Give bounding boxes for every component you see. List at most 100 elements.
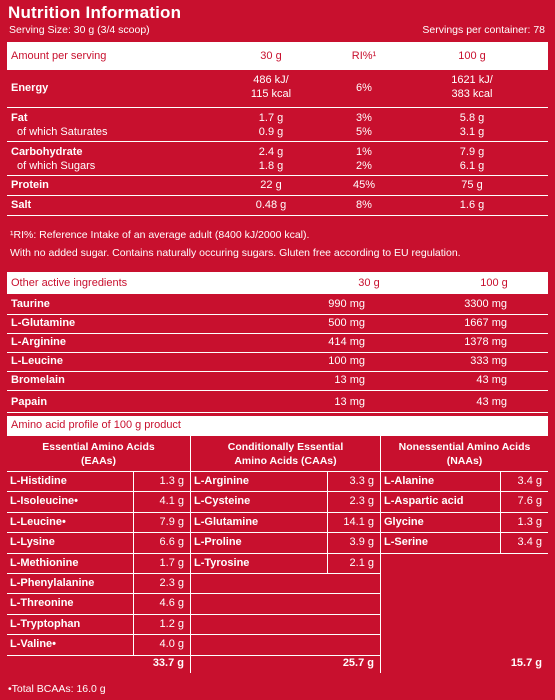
amino-name: L-Threonine <box>10 597 74 610</box>
nutrient-name: Carbohydrate <box>11 146 83 158</box>
table-row: Protein 22 g 45% 75 g <box>7 176 548 196</box>
bcaa-total: •Total BCAAs: 16.0 g <box>8 683 106 695</box>
divider <box>327 533 328 553</box>
value-30g: 1.7 g <box>258 112 284 124</box>
nonessential-subtitle: (NAAs) <box>446 455 483 467</box>
divider <box>7 175 548 176</box>
value-100g: 1621 kJ/ <box>451 74 493 86</box>
divider <box>133 512 134 533</box>
amino-value: 2.3 g <box>159 576 184 589</box>
amino-row: L-Methionine 1.7 g <box>7 553 190 574</box>
column-header: Amount per serving <box>11 50 107 62</box>
value-100g: 1378 mg <box>464 336 507 348</box>
amino-name: L-Aspartic acid <box>384 495 464 508</box>
value-30g: 0.9 g <box>258 126 284 138</box>
conditional-column: Conditionally Essential Amino Acids (CAA… <box>191 436 381 673</box>
amino-value: 1.7 g <box>159 556 184 569</box>
value-30g: 0.48 g <box>255 199 287 211</box>
amino-row: L-Tyrosine 2.1 g <box>191 553 380 574</box>
column-header: RI%¹ <box>351 50 377 62</box>
table-row: L-Arginine 414 mg 1378 mg <box>7 334 548 353</box>
divider <box>7 107 548 108</box>
amino-row: L-Glutamine 14.1 g <box>191 512 380 534</box>
value-100g: 5.8 g <box>459 112 485 124</box>
nutrient-name: Energy <box>11 82 49 94</box>
amino-name: L-Isoleucine• <box>10 495 79 508</box>
active-header-row: Other active ingredients 30 g 100 g <box>7 272 548 294</box>
divider <box>327 492 328 512</box>
amino-value: 4.6 g <box>159 597 184 610</box>
ingredient-name: Bromelain <box>11 374 65 386</box>
amino-name: L-Alanine <box>384 475 435 487</box>
divider <box>327 512 328 533</box>
value-ri: 2% <box>356 160 372 172</box>
amino-row: L-Histidine 1.3 g <box>7 472 190 493</box>
nutrient-subname: of which Sugars <box>17 160 96 172</box>
ingredient-name: L-Leucine <box>11 355 63 367</box>
empty-row <box>191 615 380 636</box>
value-ri: 8% <box>356 199 372 211</box>
value-100g: 43 mg <box>476 396 507 408</box>
amino-row: L-Threonine 4.6 g <box>7 594 190 615</box>
amino-row: L-Proline 3.9 g <box>191 533 380 554</box>
table-row: Bromelain 13 mg 43 mg <box>7 372 548 391</box>
total-value: 33.7 g <box>152 657 184 669</box>
column-header: 100 g <box>480 277 508 289</box>
divider <box>133 614 134 635</box>
divider <box>7 141 548 142</box>
amino-value: 1.2 g <box>159 617 184 630</box>
divider <box>133 533 134 553</box>
ingredient-name: L-Arginine <box>11 336 66 348</box>
essential-title: Essential Amino Acids <box>42 441 155 453</box>
amino-name: L-Histidine <box>10 475 67 487</box>
divider <box>133 492 134 512</box>
ingredient-name: Papain <box>11 396 48 408</box>
amino-row: L-Aspartic acid 7.6 g <box>381 492 548 513</box>
empty-row <box>191 574 380 595</box>
value-100g: 383 kcal <box>451 88 493 100</box>
amino-profile-heading: Amino acid profile of 100 g product <box>7 416 548 436</box>
amino-name: L-Arginine <box>194 475 249 487</box>
value-ri: 5% <box>356 126 372 138</box>
amino-name: L-Valine• <box>10 638 57 651</box>
ri-footnote: ¹RI%: Reference Intake of an average adu… <box>10 229 310 241</box>
value-ri: 1% <box>356 146 372 158</box>
amino-name: Glycine <box>384 515 424 528</box>
value-30g: 100 mg <box>328 355 365 367</box>
value-100g: 3.1 g <box>459 126 485 138</box>
ingredient-name: Taurine <box>11 298 50 310</box>
amino-row: L-Tryptophan 1.2 g <box>7 614 190 636</box>
divider <box>500 533 501 553</box>
divider <box>500 492 501 512</box>
divider <box>133 472 134 492</box>
amino-value: 1.3 g <box>517 515 542 528</box>
column-header: 30 g <box>358 277 380 289</box>
amino-profile-grid: Essential Amino Acids (EAAs) L-Histidine… <box>7 436 548 673</box>
value-30g: 486 kJ/ <box>253 74 289 86</box>
table-row: L-Leucine 100 mg 333 mg <box>7 353 548 372</box>
serving-size: Serving Size: 30 g (3/4 scoop) <box>9 24 150 36</box>
value-100g: 43 mg <box>476 374 507 386</box>
essential-column: Essential Amino Acids (EAAs) L-Histidine… <box>7 436 191 673</box>
amino-name: L-Tryptophan <box>10 617 81 630</box>
amino-value: 3.9 g <box>349 536 374 549</box>
divider <box>7 215 548 216</box>
conditional-title: Conditionally Essential <box>227 441 344 453</box>
amino-name: L-Serine <box>384 536 429 549</box>
conditional-subtitle: Amino Acids (CAAs) <box>234 455 337 467</box>
amino-name: L-Tyrosine <box>194 556 250 569</box>
amino-row: L-Valine• 4.0 g <box>7 635 190 656</box>
nonessential-total: 15.7 g <box>381 655 548 673</box>
amino-value: 7.9 g <box>159 515 184 528</box>
amino-value: 3.3 g <box>349 475 374 487</box>
amino-value: 3.4 g <box>517 536 542 549</box>
nutrition-header-row: Amount per serving 30 g RI%¹ 100 g <box>7 42 548 70</box>
essential-total: 33.7 g <box>7 655 190 673</box>
empty-row <box>191 635 380 656</box>
sugar-gluten-note: With no added sugar. Contains naturally … <box>10 247 461 259</box>
divider <box>500 512 501 533</box>
amino-row: Glycine 1.3 g <box>381 512 548 534</box>
amino-row: L-Serine 3.4 g <box>381 533 548 554</box>
value-100g: 333 mg <box>470 355 507 367</box>
column-header: 30 g <box>260 50 282 62</box>
